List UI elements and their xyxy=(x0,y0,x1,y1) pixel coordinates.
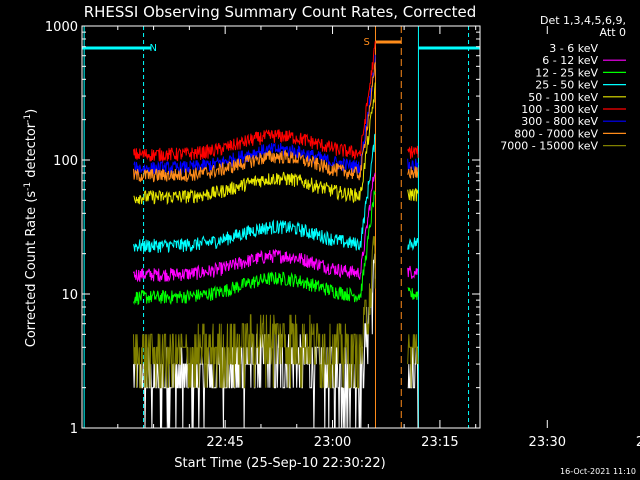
legend-label-7: 800 - 7000 keV xyxy=(514,127,598,140)
legend-label-5: 100 - 300 keV xyxy=(521,103,598,116)
flag-s-label: S xyxy=(363,37,369,48)
legend-label-6: 300 - 800 keV xyxy=(521,115,598,128)
legend-label-4: 50 - 100 keV xyxy=(528,91,598,104)
y-axis: 1 10 100 1000 xyxy=(45,20,480,437)
series-line-3 xyxy=(133,133,419,253)
timestamp: 16-Oct-2021 11:10 xyxy=(560,467,636,476)
series-line-4 xyxy=(133,82,419,206)
y-tick-label-3: 1000 xyxy=(45,20,78,35)
y-tick-label-2: 100 xyxy=(53,154,78,169)
plot-area: NS xyxy=(82,26,480,429)
series-line-8 xyxy=(133,236,419,389)
y-axis-label: Corrected Count Rate (s-1 detector-1) xyxy=(23,109,39,347)
series-line-7 xyxy=(133,62,419,183)
flag-n-label: N xyxy=(150,43,157,54)
series-1 xyxy=(133,172,419,283)
chart-title: RHESSI Observing Summary Count Rates, Co… xyxy=(84,3,477,21)
y-tick-label-0: 1 xyxy=(70,422,78,437)
series-5 xyxy=(133,41,419,164)
series-8 xyxy=(133,236,419,389)
legend-label-3: 25 - 50 keV xyxy=(535,79,598,92)
series-4 xyxy=(133,82,419,206)
series-line-5 xyxy=(133,41,419,164)
legend-label-0: 3 - 6 keV xyxy=(549,42,598,55)
legend-label-1: 6 - 12 keV xyxy=(542,54,598,67)
y-tick-label-1: 10 xyxy=(61,288,78,303)
x-tick-label-1: 23:00 xyxy=(314,435,351,450)
series-line-6 xyxy=(133,54,419,176)
legend-label-8: 7000 - 15000 keV xyxy=(500,140,598,153)
series-2 xyxy=(133,190,419,306)
x-tick-label-2: 23:15 xyxy=(421,435,458,450)
series-line-2 xyxy=(133,190,419,306)
series-6 xyxy=(133,54,419,176)
series-line-1 xyxy=(133,172,419,283)
x-tick-label-3: 23:30 xyxy=(529,435,566,450)
series-3 xyxy=(133,133,419,253)
x-axis-label: Start Time (25-Sep-10 22:30:22) xyxy=(174,456,385,471)
plot-frame xyxy=(81,25,481,429)
x-tick-label-0: 22:45 xyxy=(206,435,243,450)
legend-header-detectors: Det 1,3,4,5,6,9, xyxy=(540,14,626,27)
series-7 xyxy=(133,62,419,183)
legend-label-2: 12 - 25 keV xyxy=(535,66,598,79)
x-tick-label-4: 23:45 xyxy=(636,435,640,450)
legend-header-attenuator: Att 0 xyxy=(600,26,626,39)
